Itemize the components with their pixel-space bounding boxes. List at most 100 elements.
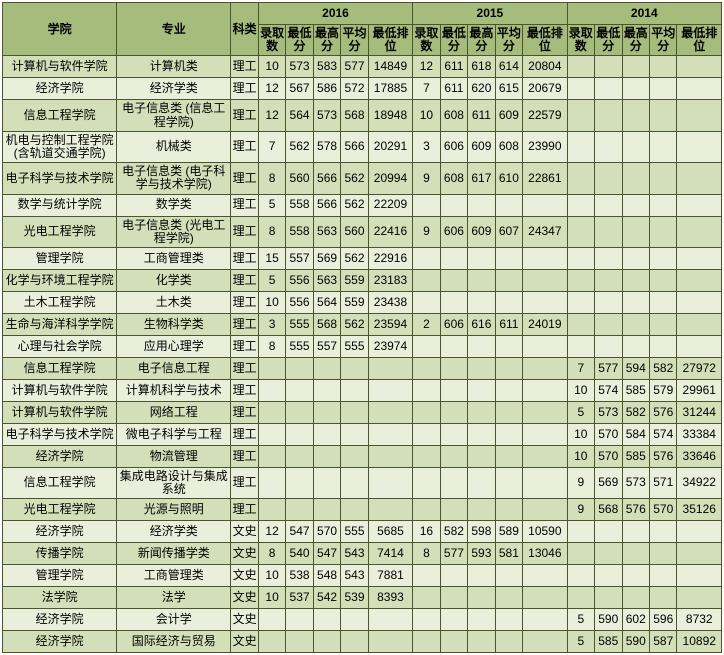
cell (313, 499, 340, 521)
cell: 数学与统计学院 (3, 194, 117, 216)
cell (368, 467, 412, 498)
cell: 光电工程学院 (3, 216, 117, 247)
cell (677, 216, 722, 247)
cell (468, 631, 495, 653)
cell: 29961 (677, 379, 722, 401)
cell: 16 (413, 521, 440, 543)
cell: 574 (650, 423, 677, 445)
cell (341, 631, 368, 653)
cell: 611 (468, 100, 495, 131)
cell (595, 313, 622, 335)
cell: 生命与海洋科学学院 (3, 313, 117, 335)
cell: 566 (341, 131, 368, 162)
table-row: 生命与海洋科学学院生物科学类理工355556856223594260661661… (3, 313, 722, 335)
cell (622, 587, 649, 609)
cell: 606 (440, 313, 467, 335)
cell: 理工 (231, 313, 258, 335)
cell (622, 100, 649, 131)
cell (567, 131, 594, 162)
cell (595, 565, 622, 587)
cell: 电子科学与技术学院 (3, 163, 117, 194)
cell (440, 587, 467, 609)
cell: 理工 (231, 163, 258, 194)
cell: 物流管理 (117, 445, 231, 467)
cell: 7 (567, 357, 594, 379)
cell (440, 467, 467, 498)
cell: 生物科学类 (117, 313, 231, 335)
cell: 7414 (368, 543, 412, 565)
cell: 23183 (368, 269, 412, 291)
cell: 心理与社会学院 (3, 335, 117, 357)
table-row: 管理学院工商管理类文史105385485437881 (3, 565, 722, 587)
cell (495, 335, 522, 357)
table-body: 计算机与软件学院计算机类理工10573583577148491261161861… (3, 56, 722, 653)
cell: 562 (341, 313, 368, 335)
cell: 616 (468, 313, 495, 335)
cell: 8 (413, 543, 440, 565)
cell: 547 (313, 543, 340, 565)
cell: 计算机与软件学院 (3, 401, 117, 423)
cell (495, 609, 522, 631)
cell: 571 (650, 467, 677, 498)
cell (677, 521, 722, 543)
cell: 5 (567, 631, 594, 653)
cell: 582 (622, 401, 649, 423)
cell: 559 (341, 269, 368, 291)
cell: 经济学院 (3, 445, 117, 467)
cell: 540 (286, 543, 313, 565)
cell (523, 423, 567, 445)
cell (258, 499, 285, 521)
cell: 电子信息类 (信息工程学院) (117, 100, 231, 131)
cell: 587 (650, 631, 677, 653)
cell: 8 (258, 543, 285, 565)
cell: 10 (258, 291, 285, 313)
cell: 568 (595, 499, 622, 521)
table-row: 计算机与软件学院计算机科学与技术理工1057458557929961 (3, 379, 722, 401)
cell: 574 (595, 379, 622, 401)
cell: 光电工程学院 (3, 499, 117, 521)
cell: 563 (313, 269, 340, 291)
cell: 理工 (231, 131, 258, 162)
cell (413, 401, 440, 423)
cell: 理工 (231, 423, 258, 445)
cell: 582 (650, 357, 677, 379)
cell: 8 (258, 163, 285, 194)
cell: 12 (258, 100, 285, 131)
cell: 经济学院 (3, 78, 117, 100)
cell: 585 (622, 445, 649, 467)
cell: 562 (341, 163, 368, 194)
cell (595, 163, 622, 194)
cell: 573 (622, 467, 649, 498)
cell: 22416 (368, 216, 412, 247)
cell: 机电与控制工程学院 (含轨道交通学院) (3, 131, 117, 162)
cell: 理工 (231, 467, 258, 498)
cell (468, 565, 495, 587)
cell: 548 (313, 565, 340, 587)
cell (523, 269, 567, 291)
table-row: 经济学院经济学类理工125675865721788576116206152067… (3, 78, 722, 100)
cell: 文史 (231, 521, 258, 543)
cell (595, 269, 622, 291)
cell: 569 (313, 247, 340, 269)
cell: 经济学类 (117, 78, 231, 100)
cell (523, 609, 567, 631)
cell (286, 499, 313, 521)
cell: 573 (595, 401, 622, 423)
cell (622, 269, 649, 291)
cell: 558 (286, 194, 313, 216)
cell: 理工 (231, 379, 258, 401)
cell (468, 609, 495, 631)
cell (567, 56, 594, 78)
cell: 23438 (368, 291, 412, 313)
cell (313, 467, 340, 498)
cell: 568 (341, 100, 368, 131)
cell (368, 609, 412, 631)
col-subject: 科类 (231, 3, 258, 56)
col-sub: 录取数 (567, 25, 594, 56)
cell (468, 499, 495, 521)
cell: 596 (650, 609, 677, 631)
cell: 578 (313, 131, 340, 162)
cell (286, 379, 313, 401)
cell: 10892 (677, 631, 722, 653)
cell (313, 609, 340, 631)
